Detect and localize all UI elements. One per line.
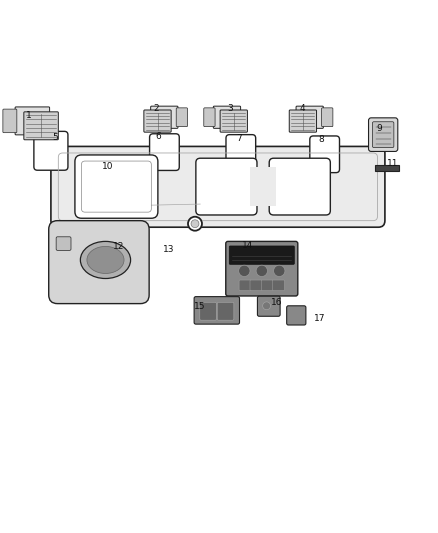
FancyBboxPatch shape bbox=[56, 237, 71, 251]
FancyBboxPatch shape bbox=[3, 109, 17, 133]
FancyBboxPatch shape bbox=[51, 147, 385, 227]
FancyBboxPatch shape bbox=[258, 296, 280, 316]
FancyBboxPatch shape bbox=[272, 280, 285, 290]
FancyBboxPatch shape bbox=[49, 221, 149, 304]
FancyBboxPatch shape bbox=[310, 136, 339, 173]
FancyBboxPatch shape bbox=[269, 158, 330, 215]
Ellipse shape bbox=[81, 241, 131, 279]
Circle shape bbox=[191, 220, 199, 228]
FancyBboxPatch shape bbox=[144, 110, 171, 132]
Text: 10: 10 bbox=[102, 163, 113, 172]
Bar bbox=[251, 167, 276, 206]
FancyBboxPatch shape bbox=[200, 302, 216, 320]
FancyBboxPatch shape bbox=[34, 131, 68, 170]
FancyBboxPatch shape bbox=[372, 122, 394, 148]
Text: 7: 7 bbox=[236, 134, 241, 143]
FancyBboxPatch shape bbox=[217, 302, 234, 320]
Text: 17: 17 bbox=[314, 313, 325, 322]
Text: 4: 4 bbox=[299, 104, 305, 113]
FancyBboxPatch shape bbox=[368, 118, 398, 151]
Text: 12: 12 bbox=[113, 243, 124, 252]
FancyBboxPatch shape bbox=[75, 155, 158, 218]
FancyBboxPatch shape bbox=[296, 106, 323, 128]
FancyBboxPatch shape bbox=[196, 158, 257, 215]
Circle shape bbox=[256, 265, 268, 277]
Text: 13: 13 bbox=[163, 245, 174, 254]
Ellipse shape bbox=[87, 246, 124, 273]
Text: 11: 11 bbox=[387, 159, 399, 168]
Circle shape bbox=[263, 302, 271, 310]
FancyBboxPatch shape bbox=[250, 280, 262, 290]
Text: 14: 14 bbox=[242, 241, 253, 250]
FancyBboxPatch shape bbox=[287, 306, 306, 325]
FancyBboxPatch shape bbox=[226, 135, 256, 171]
Text: 16: 16 bbox=[271, 298, 283, 307]
Text: 1: 1 bbox=[26, 111, 32, 120]
FancyBboxPatch shape bbox=[220, 110, 247, 132]
Circle shape bbox=[239, 265, 250, 277]
FancyBboxPatch shape bbox=[176, 108, 187, 127]
Text: 6: 6 bbox=[155, 132, 161, 141]
FancyBboxPatch shape bbox=[261, 280, 274, 290]
FancyBboxPatch shape bbox=[229, 246, 294, 264]
FancyBboxPatch shape bbox=[24, 112, 58, 140]
FancyBboxPatch shape bbox=[151, 106, 178, 128]
Text: 9: 9 bbox=[377, 125, 382, 133]
FancyBboxPatch shape bbox=[321, 108, 333, 127]
Circle shape bbox=[188, 217, 202, 231]
Bar bbox=[375, 165, 399, 171]
FancyBboxPatch shape bbox=[289, 110, 317, 132]
FancyBboxPatch shape bbox=[226, 241, 298, 296]
FancyBboxPatch shape bbox=[15, 107, 49, 135]
FancyBboxPatch shape bbox=[204, 108, 215, 127]
Circle shape bbox=[274, 265, 285, 277]
Text: 5: 5 bbox=[53, 133, 58, 142]
FancyBboxPatch shape bbox=[150, 134, 179, 171]
FancyBboxPatch shape bbox=[239, 280, 251, 290]
Text: 2: 2 bbox=[153, 104, 159, 113]
FancyBboxPatch shape bbox=[194, 297, 240, 324]
Text: 3: 3 bbox=[227, 104, 233, 113]
FancyBboxPatch shape bbox=[213, 106, 240, 128]
Text: 8: 8 bbox=[319, 135, 325, 144]
Text: 15: 15 bbox=[194, 302, 205, 311]
